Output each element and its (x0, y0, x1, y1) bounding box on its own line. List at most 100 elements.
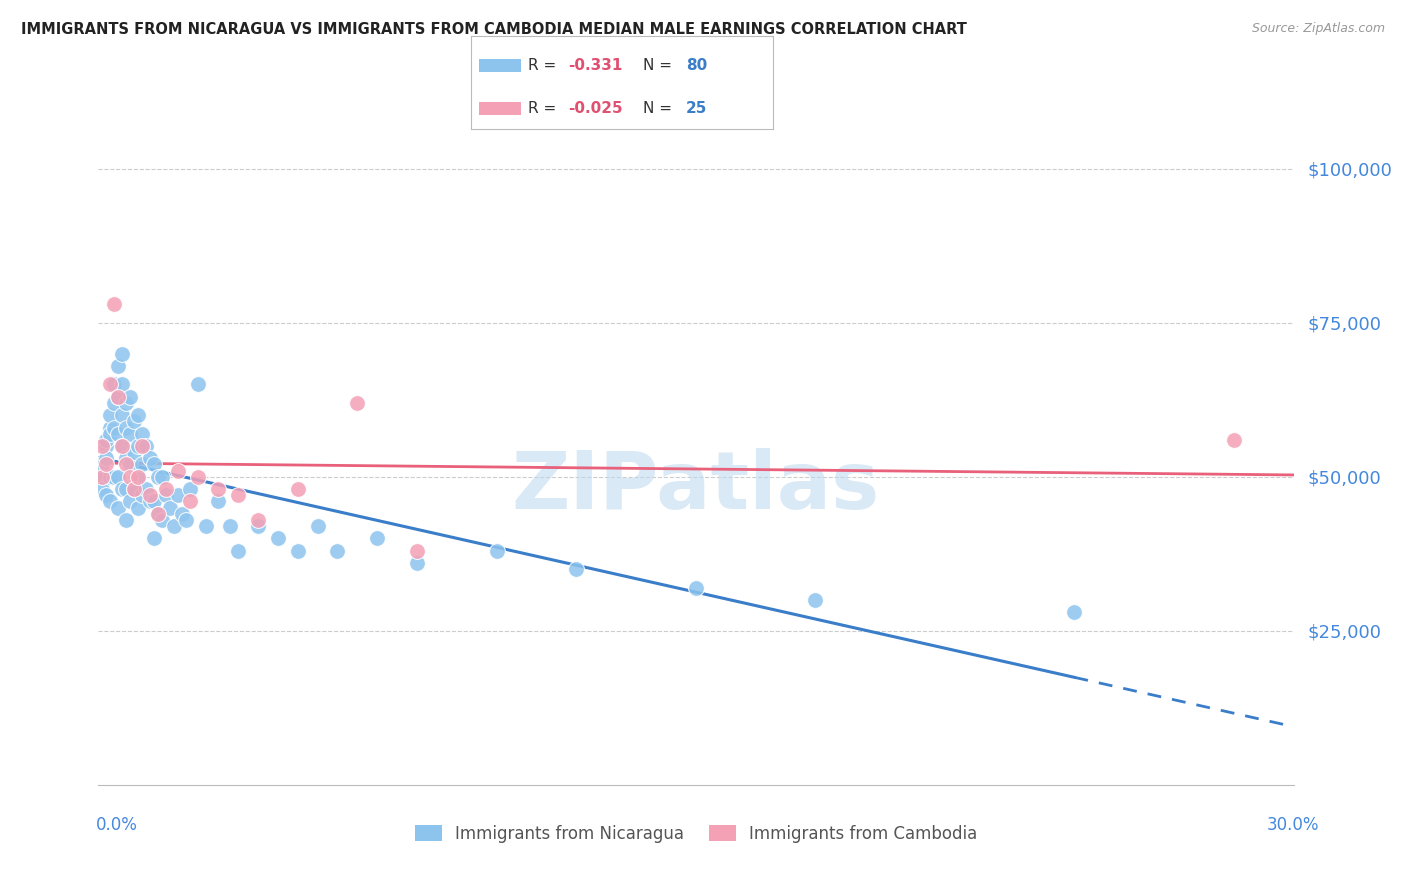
Point (565, 562, 588, 576)
Point (120, 390, 142, 404)
Point (143, 532, 166, 546)
Point (91, 470, 114, 484)
Point (148, 507, 170, 521)
Text: ZIPatlas: ZIPatlas (512, 448, 880, 525)
Text: N =: N = (644, 101, 678, 116)
Point (195, 519, 218, 533)
Point (207, 494, 229, 508)
Point (148, 507, 170, 521)
Point (135, 482, 157, 496)
Point (115, 458, 138, 472)
Point (131, 458, 153, 472)
Text: -0.331: -0.331 (568, 58, 621, 73)
Text: 30.0%: 30.0% (1267, 816, 1319, 834)
Point (124, 482, 146, 496)
Point (287, 482, 309, 496)
Point (107, 470, 129, 484)
Text: -0.025: -0.025 (568, 101, 623, 116)
Point (98, 494, 122, 508)
Point (127, 470, 149, 484)
Point (219, 519, 242, 533)
Point (346, 396, 368, 410)
Point (111, 439, 134, 453)
Text: 25: 25 (686, 101, 707, 116)
Point (124, 445, 146, 459)
Point (127, 500, 149, 515)
Point (115, 396, 138, 410)
Point (139, 494, 162, 508)
Text: 0.0%: 0.0% (96, 816, 138, 834)
Point (111, 408, 134, 422)
Point (120, 426, 142, 441)
Text: N =: N = (644, 58, 678, 73)
Point (485, 543, 508, 558)
Point (150, 513, 173, 527)
Point (187, 377, 209, 392)
Point (307, 519, 329, 533)
Point (287, 543, 309, 558)
Point (96, 451, 118, 466)
Point (139, 488, 162, 502)
Point (111, 346, 134, 360)
Point (226, 543, 249, 558)
Point (1063, 606, 1085, 620)
Point (98, 408, 122, 422)
Point (187, 470, 209, 484)
Point (96, 439, 118, 453)
Point (115, 482, 138, 496)
Point (91, 470, 114, 484)
Point (1223, 433, 1246, 447)
Point (115, 420, 138, 434)
Point (366, 532, 388, 546)
Point (98, 426, 122, 441)
Point (155, 482, 177, 496)
Point (103, 420, 125, 434)
Point (124, 414, 146, 428)
Point (207, 482, 229, 496)
Point (143, 494, 166, 508)
Point (96, 433, 118, 447)
Point (120, 494, 142, 508)
Bar (478, 103, 520, 115)
Point (107, 390, 129, 404)
Point (96, 488, 118, 502)
Point (127, 439, 149, 453)
Point (148, 470, 170, 484)
Point (163, 519, 186, 533)
Point (131, 488, 153, 502)
Point (127, 408, 149, 422)
Point (107, 359, 129, 373)
Point (226, 488, 249, 502)
Point (107, 390, 129, 404)
Point (172, 507, 194, 521)
Point (98, 420, 122, 434)
Point (139, 451, 162, 466)
Point (107, 500, 129, 515)
Point (131, 426, 153, 441)
Text: Source: ZipAtlas.com: Source: ZipAtlas.com (1251, 22, 1385, 36)
Point (103, 297, 125, 311)
Point (246, 519, 269, 533)
Point (804, 593, 827, 607)
Text: R =: R = (529, 58, 561, 73)
Point (267, 532, 290, 546)
Point (326, 543, 349, 558)
Point (685, 581, 707, 595)
Point (91, 458, 114, 472)
Point (406, 556, 429, 570)
Point (155, 488, 177, 502)
Legend: Immigrants from Nicaragua, Immigrants from Cambodia: Immigrants from Nicaragua, Immigrants fr… (406, 816, 986, 851)
Point (98, 470, 122, 484)
Point (103, 470, 125, 484)
Point (115, 451, 138, 466)
Text: R =: R = (529, 101, 561, 116)
Point (115, 513, 138, 527)
Point (174, 513, 197, 527)
Point (127, 470, 149, 484)
Point (107, 426, 129, 441)
Point (179, 494, 201, 508)
Point (159, 500, 181, 515)
Point (120, 458, 142, 472)
Point (131, 439, 153, 453)
Text: IMMIGRANTS FROM NICARAGUA VS IMMIGRANTS FROM CAMBODIA MEDIAN MALE EARNINGS CORRE: IMMIGRANTS FROM NICARAGUA VS IMMIGRANTS … (21, 22, 967, 37)
